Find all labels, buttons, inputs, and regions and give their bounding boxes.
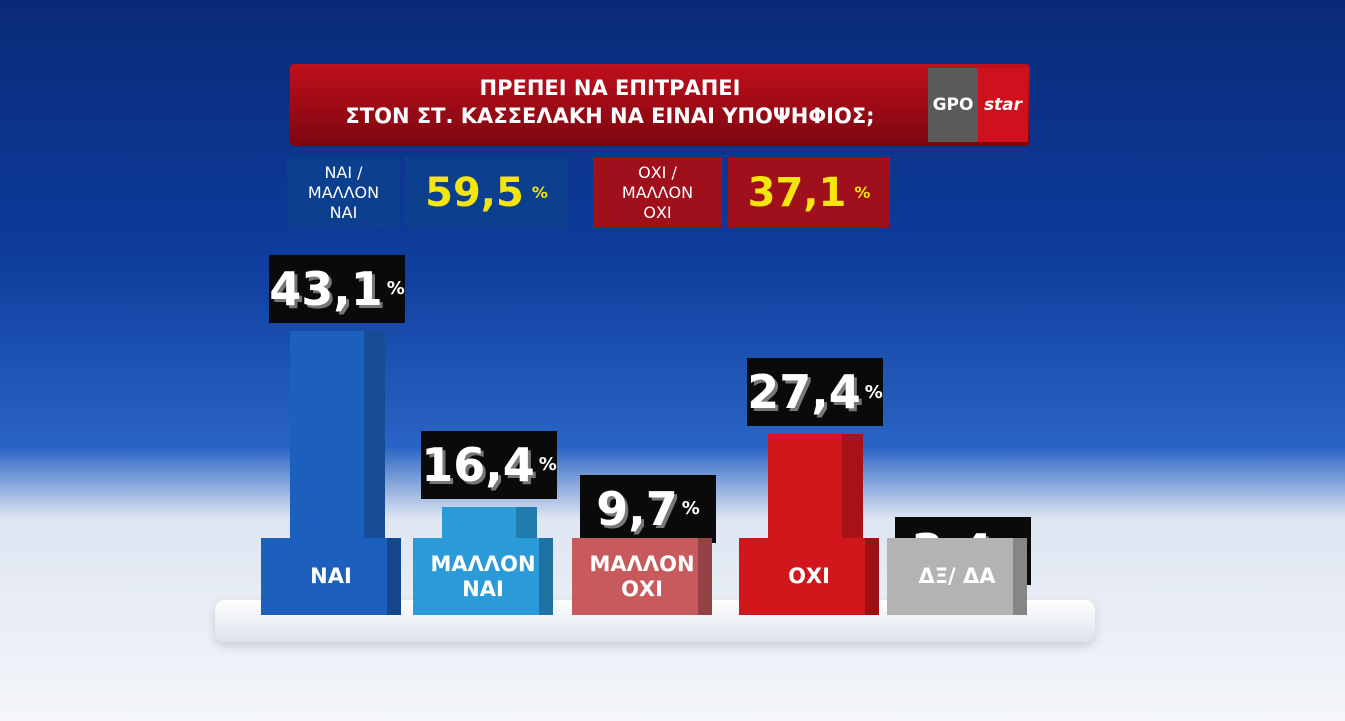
summary-value-text: 37,1 xyxy=(747,169,847,216)
summary-label-line: ΜΑΛΛΟΝ xyxy=(307,183,380,202)
value-label-text: 27,4 xyxy=(747,365,861,420)
chart-title: ΠΡΕΠΕΙ ΝΑ ΕΠΙΤΡΑΠΕΙ ΣΤΟΝ ΣΤ. ΚΑΣΣΕΛΑΚΗ Ν… xyxy=(290,64,1030,146)
value-label: 27,4% xyxy=(747,358,883,427)
logo: GPO star xyxy=(928,68,1028,142)
category-box: ΜΑΛΛΟΝ ΟΧΙ xyxy=(572,538,712,615)
category-box: ΜΑΛΛΟΝ ΝΑΙ xyxy=(413,538,553,615)
summary-label: ΝΑΙ / ΜΑΛΛΟΝ ΝΑΙ xyxy=(287,157,400,228)
value-label-text: 43,1 xyxy=(269,261,383,316)
summary-unit: % xyxy=(531,183,548,202)
value-unit: % xyxy=(386,278,405,300)
value-label: 16,4% xyxy=(421,430,557,499)
category-box: ΝΑΙ xyxy=(261,538,401,615)
summary-label-line: ΝΑΙ / xyxy=(324,163,363,182)
logo-text: GPO xyxy=(928,68,978,142)
value-unit: % xyxy=(538,454,557,476)
summary-unit: % xyxy=(854,183,871,202)
value-label-text: 16,4 xyxy=(421,437,535,492)
value-label: 43,1% xyxy=(269,254,405,323)
value-unit: % xyxy=(681,498,700,520)
summary-value: 59,5% xyxy=(405,157,568,228)
summary-label-line: ΝΑΙ xyxy=(329,203,358,222)
summary-value-text: 59,5 xyxy=(425,169,524,216)
title-line: ΣΤΟΝ ΣΤ. ΚΑΣΣΕΛΑΚΗ ΝΑ ΕΙΝΑΙ ΥΠΟΨΗΦΙΟΣ; xyxy=(345,104,875,128)
logo-text: star xyxy=(978,68,1028,142)
summary-label-line: ΟΧΙ xyxy=(643,203,672,222)
category-box: ΔΞ/ ΔΑ xyxy=(887,538,1027,615)
category-box: ΟΧΙ xyxy=(739,538,879,615)
value-label-text: 9,7 xyxy=(596,481,678,536)
value-label: 9,7% xyxy=(580,474,716,543)
summary-value: 37,1% xyxy=(728,157,890,228)
title-line: ΠΡΕΠΕΙ ΝΑ ΕΠΙΤΡΑΠΕΙ xyxy=(479,76,741,100)
value-unit: % xyxy=(864,381,883,403)
summary-label-line: ΜΑΛΛΟΝ xyxy=(621,183,694,202)
summary-label: ΟΧΙ / ΜΑΛΛΟΝ ΟΧΙ xyxy=(593,157,722,228)
summary-label-line: ΟΧΙ / xyxy=(638,163,677,182)
